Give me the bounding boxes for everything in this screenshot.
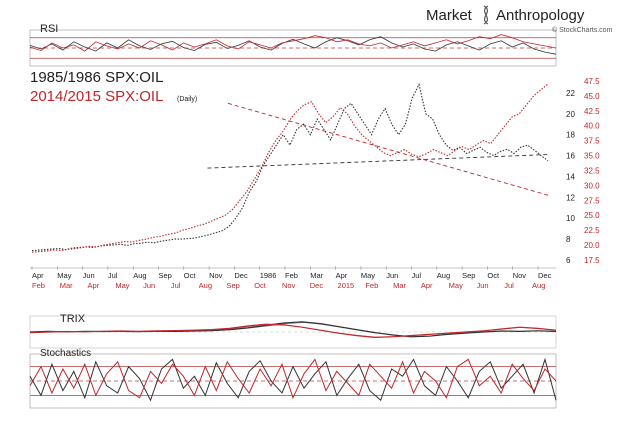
x-tick-bottom-3: May — [115, 281, 129, 290]
left-axis-tick-12: 12 — [566, 193, 575, 202]
x-tick-bottom-6: Aug — [199, 281, 212, 290]
brand-name-right: Anthropology — [496, 7, 585, 24]
legend-red-label: 2014/2015 SPX:OIL — [30, 88, 163, 105]
trix-panel — [29, 321, 557, 339]
rsi-panel — [29, 34, 557, 59]
x-tick-top-5: Sep — [159, 271, 172, 280]
x-tick-top-2: Jun — [83, 271, 95, 280]
x-tick-bottom-2: Apr — [88, 281, 100, 290]
x-tick-bottom-1: Mar — [60, 281, 73, 290]
stochastics-title: Stochastics — [40, 348, 91, 359]
x-tick-bottom-13: Mar — [393, 281, 406, 290]
left-axis-tick-20: 20 — [566, 110, 575, 119]
right-axis-tick-40: 40.0 — [584, 122, 600, 131]
x-tick-top-8: Dec — [234, 271, 248, 280]
x-tick-top-15: Jul — [412, 271, 422, 280]
x-tick-top-6: Oct — [184, 271, 197, 280]
left-axis-tick-18: 18 — [566, 131, 575, 140]
left-axis-tick-6: 6 — [566, 256, 571, 265]
x-tick-bottom-17: Jul — [504, 281, 514, 290]
x-tick-top-13: May — [361, 271, 375, 280]
rsi-series-0 — [29, 36, 557, 55]
x-tick-bottom-11: 2015 — [338, 281, 355, 290]
x-tick-top-12: Apr — [336, 271, 348, 280]
right-axis-tick-22.5: 22.5 — [584, 226, 600, 235]
x-tick-bottom-5: Jul — [171, 281, 181, 290]
trix-title: TRIX — [60, 313, 86, 325]
x-tick-top-0: Apr — [32, 271, 44, 280]
right-axis-tick-47.5: 47.5 — [584, 77, 600, 86]
brand-name-left: Market — [426, 7, 473, 24]
x-tick-top-4: Aug — [133, 271, 146, 280]
x-tick-bottom-18: Aug — [532, 281, 545, 290]
left-axis-tick-14: 14 — [566, 172, 575, 181]
x-tick-bottom-9: Nov — [282, 281, 296, 290]
right-axis-tick-32.5: 32.5 — [584, 166, 600, 175]
x-tick-bottom-4: Jun — [143, 281, 155, 290]
stoch-series-1 — [29, 358, 557, 400]
x-tick-top-20: Dec — [538, 271, 552, 280]
right-axis-tick-42.5: 42.5 — [584, 107, 600, 116]
main-panel: 6 8 10 12 14 16 18 20 22 17.5 20.0 22.5 25.0 27.5 30.0… — [31, 77, 600, 290]
left-axis-tick-8: 8 — [566, 235, 571, 244]
right-axis-tick-20: 20.0 — [584, 241, 600, 250]
trendline-0 — [207, 154, 549, 169]
right-axis-tick-30: 30.0 — [584, 181, 600, 190]
rsi-series-1 — [29, 34, 557, 52]
left-axis-tick-22: 22 — [566, 89, 575, 98]
stochastics-panel — [29, 357, 557, 402]
x-tick-top-11: Mar — [310, 271, 323, 280]
right-axis-tick-17.5: 17.5 — [584, 256, 600, 265]
right-axis-tick-45: 45.0 — [584, 92, 600, 101]
legend-black-label: 1985/1986 SPX:OIL — [30, 69, 163, 86]
rsi-title: RSI — [40, 23, 58, 35]
x-tick-top-19: Nov — [513, 271, 527, 280]
x-tick-top-7: Nov — [209, 271, 223, 280]
right-axis-tick-35: 35.0 — [584, 152, 600, 161]
brand-credit: © StockCharts.com — [552, 26, 613, 34]
x-tick-top-1: May — [57, 271, 71, 280]
x-tick-bottom-15: May — [449, 281, 463, 290]
x-tick-top-17: Sep — [462, 271, 475, 280]
x-tick-top-9: 1986 — [260, 271, 277, 280]
x-tick-top-16: Aug — [437, 271, 450, 280]
right-axis-tick-37.5: 37.5 — [584, 137, 600, 146]
x-tick-bottom-7: Sep — [226, 281, 239, 290]
stoch-series-0 — [29, 357, 557, 402]
left-axis-tick-10: 10 — [566, 214, 575, 223]
x-tick-bottom-12: Feb — [365, 281, 378, 290]
right-axis-tick-27.5: 27.5 — [584, 196, 600, 205]
x-tick-bottom-0: Feb — [32, 281, 45, 290]
x-tick-top-10: Feb — [285, 271, 298, 280]
trix-signal-1 — [33, 324, 557, 338]
legend-red-sub: (Daily) — [177, 96, 197, 103]
x-tick-top-18: Oct — [487, 271, 500, 280]
main-series-0 — [31, 82, 549, 252]
right-axis-tick-25: 25.0 — [584, 211, 600, 220]
x-tick-bottom-14: Apr — [421, 281, 433, 290]
x-tick-bottom-16: Jun — [476, 281, 488, 290]
left-axis-tick-16: 16 — [566, 152, 575, 161]
x-tick-bottom-8: Oct — [254, 281, 267, 290]
dna-helix-icon — [483, 5, 489, 25]
x-tick-bottom-10: Dec — [310, 281, 324, 290]
x-tick-top-3: Jul — [108, 271, 118, 280]
x-tick-top-14: Jun — [386, 271, 398, 280]
main-series-1 — [31, 83, 549, 253]
